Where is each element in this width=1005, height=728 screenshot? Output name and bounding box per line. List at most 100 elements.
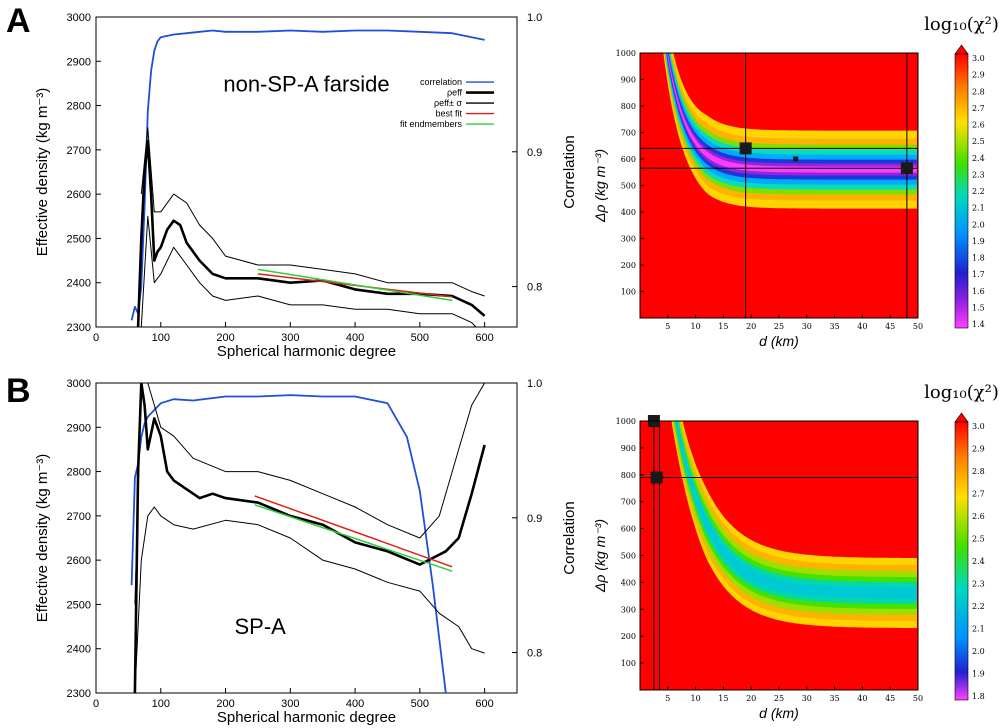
x-tick-label: 5	[665, 322, 670, 331]
colorbar-tick-label: 3.0	[972, 54, 985, 63]
series-line-eff	[140, 127, 485, 297]
series-line-eff	[133, 383, 486, 693]
colorbar-title: log₁₀(χ²)	[924, 382, 999, 403]
y-tick-label: 400	[621, 208, 636, 217]
y-right-tick-label: 0.8	[527, 648, 542, 660]
colorbar-tick-label: 2.4	[972, 154, 985, 163]
heatmap-a: 5 10 15 20 25 30 35 40 45 50 100 200 300 400 500 600 700…	[592, 14, 999, 349]
colorbar-tick-label: 2.0	[972, 220, 985, 229]
legend-label: best fit	[435, 109, 462, 119]
colorbar-top-arrow	[954, 44, 969, 55]
plot-frame	[95, 16, 518, 328]
y-tick-label: 2500	[67, 599, 91, 611]
colorbar-tick-label: 1.5	[972, 303, 985, 312]
colorbar-tick-label: 1.4	[972, 320, 985, 329]
best-fit-marker	[739, 142, 752, 155]
y-tick-label: 700	[621, 498, 636, 507]
x-tick-label: 200	[216, 698, 234, 710]
x-tick-label: 35	[830, 322, 840, 331]
colorbar-tick-label: 2.6	[972, 512, 985, 521]
x-tick-label: 600	[475, 698, 493, 710]
x-tick-label: 600	[475, 332, 493, 344]
colorbar-tick-label: 2.2	[972, 187, 985, 196]
colorbar-tick-label: 2.6	[972, 121, 985, 130]
colorbar-tick-label: 2.5	[972, 137, 985, 146]
x-tick-label: 30	[802, 694, 812, 703]
heatmap-valley	[671, 421, 917, 628]
x-tick-label: 40	[857, 322, 867, 331]
x-tick-label: 50	[913, 322, 923, 331]
colorbar-tick-label: 2.0	[972, 647, 985, 656]
x-tick-label: 25	[774, 694, 784, 703]
x-tick-label: 400	[346, 332, 364, 344]
x-tick-label: 5	[665, 694, 670, 703]
y-tick-label: 100	[621, 659, 636, 668]
y-tick-label: 2400	[67, 278, 91, 290]
x-axis-label: Spherical harmonic degree	[217, 709, 396, 726]
x-tick-label: 40	[857, 694, 867, 703]
y-tick-label: 100	[621, 288, 636, 297]
series-line-fitendmembers	[257, 268, 453, 302]
y-tick-label: 2700	[67, 145, 91, 157]
y-tick-label: 2600	[67, 555, 91, 567]
panel-label-b: B	[6, 372, 31, 410]
x-tick-label: 400	[346, 698, 364, 710]
colorbar	[954, 53, 969, 329]
colorbar-tick-label: 2.4	[972, 557, 985, 566]
y-tick-label: 500	[621, 182, 636, 191]
colorbar-tick-label: 2.9	[972, 445, 985, 454]
y-tick-label: 2800	[67, 101, 91, 113]
y-axis-label: Δρ (kg m⁻³)	[592, 149, 608, 223]
colorbar-tick-label: 2.3	[972, 580, 985, 589]
y-tick-label: 3000	[67, 378, 91, 390]
panel-label-a: A	[6, 2, 31, 40]
best-fit-marker	[650, 471, 663, 484]
x-tick-label: 500	[411, 332, 429, 344]
colorbar-tick-label: 3.0	[972, 422, 985, 431]
x-tick-label: 300	[281, 332, 299, 344]
y-tick-label: 800	[621, 102, 636, 111]
series-group	[130, 29, 486, 327]
x-tick-label: 45	[885, 322, 895, 331]
series-line-fitendmembers	[254, 504, 453, 572]
y-right-tick-label: 1.0	[527, 12, 542, 24]
colorbar-tick-label: 2.7	[972, 104, 985, 113]
x-tick-label: 200	[216, 332, 234, 344]
y-tick-label: 3000	[67, 12, 91, 24]
y-tick-label: 300	[621, 235, 636, 244]
y-tick-label: 1000	[616, 417, 636, 426]
y-axis-label: Effective density (kg m⁻³)	[34, 454, 51, 623]
y-tick-label: 2600	[67, 189, 91, 201]
y-right-axis-label: Correlation	[561, 135, 578, 208]
plot-frame	[95, 382, 518, 694]
y-tick-label: 900	[621, 76, 636, 85]
x-axis-label: d (km)	[759, 705, 799, 721]
series-group	[130, 383, 486, 693]
y-tick-label: 2700	[67, 511, 91, 523]
series-line-correlation	[130, 29, 485, 321]
y-tick-label: 2300	[67, 322, 91, 334]
heatmap-b: 5 10 15 20 25 30 35 40 45 50 100 200 300 400 500 600 700…	[592, 382, 999, 721]
colorbar-top-arrow	[954, 412, 969, 423]
x-axis-label: Spherical harmonic degree	[217, 343, 396, 360]
colorbar-tick-label: 1.8	[972, 254, 985, 263]
x-tick-label: 500	[411, 698, 429, 710]
colorbar-tick-label: 2.8	[972, 87, 985, 96]
colorbar-tick-label: 1.9	[972, 670, 985, 679]
colorbar-tick-label: 1.8	[972, 692, 985, 701]
y-tick-label: 600	[621, 155, 636, 164]
series-line-eff	[134, 215, 477, 327]
y-tick-label: 400	[621, 578, 636, 587]
x-tick-label: 45	[885, 694, 895, 703]
y-tick-label: 200	[621, 632, 636, 641]
colorbar-tick-label: 1.9	[972, 237, 985, 246]
x-tick-label: 35	[830, 694, 840, 703]
x-tick-label: 0	[93, 698, 99, 710]
y-tick-label: 800	[621, 471, 636, 480]
x-tick-label: 100	[152, 698, 170, 710]
series-line-eff	[136, 139, 486, 327]
panel-annotation: non-SP-A farside	[223, 71, 389, 96]
legend-label: ρeff	[447, 88, 462, 98]
colorbar-tick-label: 2.9	[972, 71, 985, 80]
